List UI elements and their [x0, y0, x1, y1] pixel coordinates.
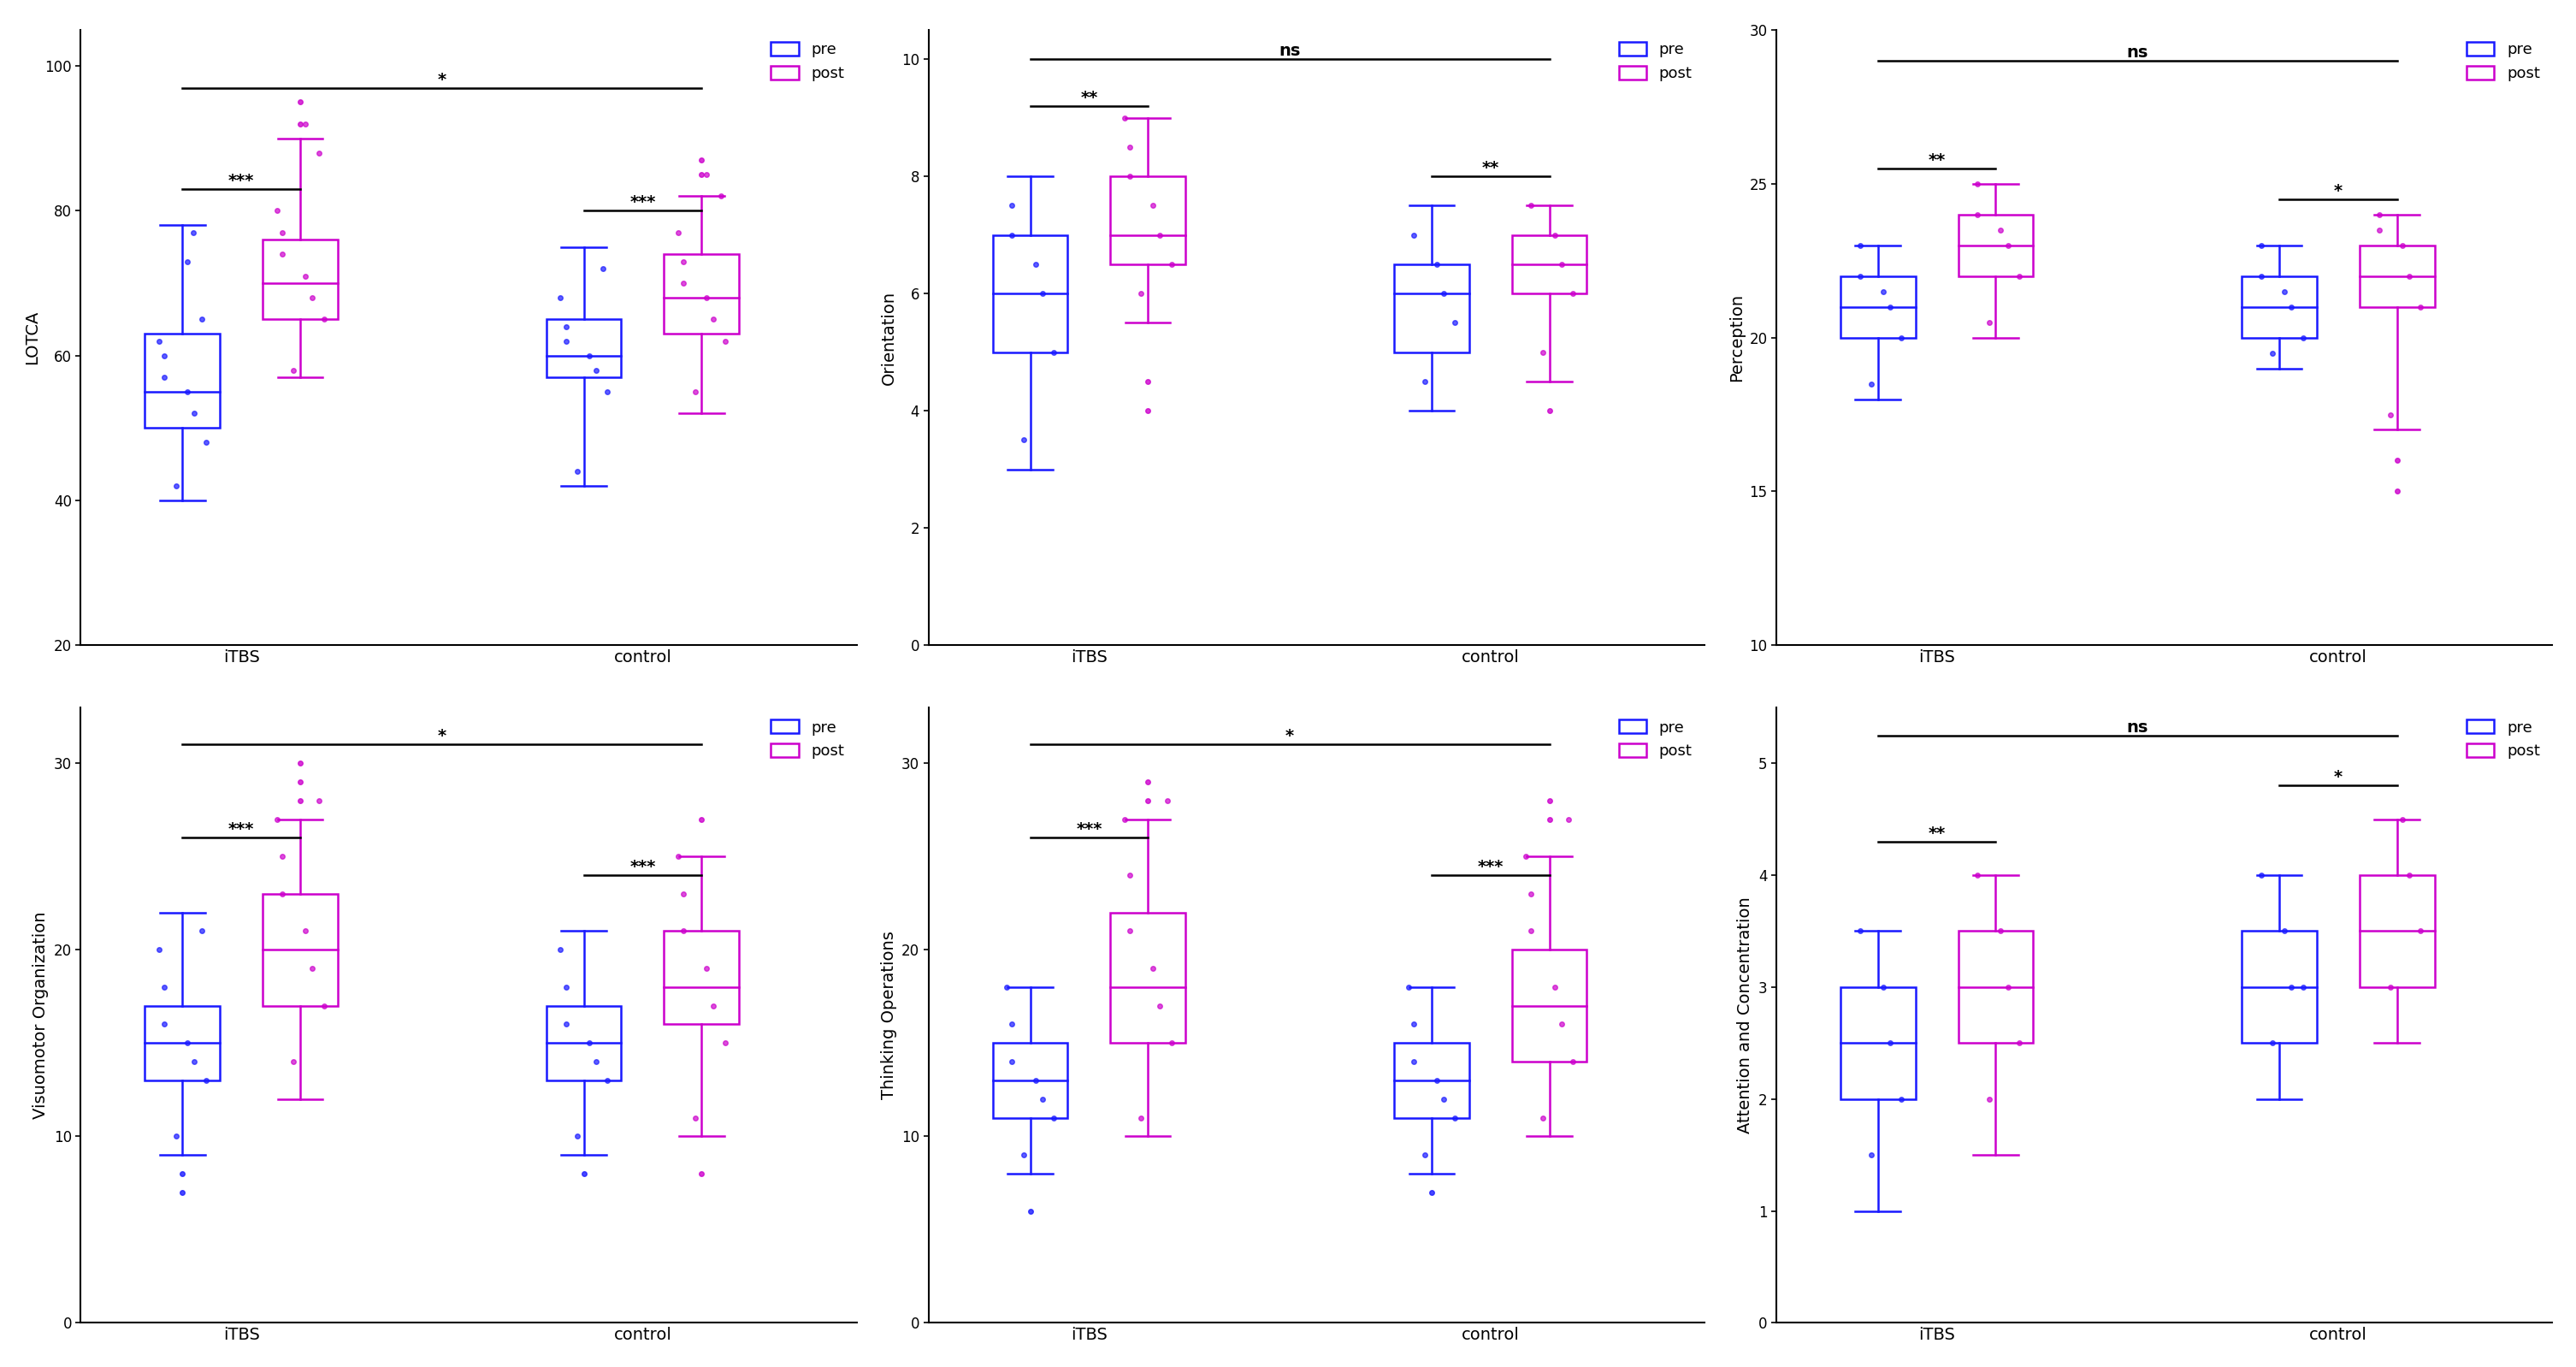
- Y-axis label: Thinking Operations: Thinking Operations: [881, 931, 896, 1099]
- Text: ***: ***: [229, 822, 255, 838]
- Y-axis label: Attention and Concentration: Attention and Concentration: [1736, 897, 1754, 1133]
- Bar: [1839, 276, 1917, 338]
- Text: *: *: [438, 729, 446, 745]
- Legend: pre, post: pre, post: [765, 715, 850, 763]
- Bar: [1110, 912, 1185, 1043]
- Bar: [144, 334, 219, 428]
- Bar: [1512, 950, 1587, 1062]
- Legend: pre, post: pre, post: [765, 37, 850, 86]
- Bar: [1512, 235, 1587, 294]
- Text: *: *: [1285, 729, 1293, 745]
- Text: *: *: [438, 71, 446, 87]
- Bar: [546, 1006, 621, 1080]
- Bar: [144, 1006, 219, 1080]
- Bar: [1110, 176, 1185, 264]
- Text: ***: ***: [629, 194, 657, 211]
- Legend: pre, post: pre, post: [1615, 37, 1698, 86]
- Bar: [2360, 245, 2434, 306]
- Bar: [263, 239, 337, 320]
- Bar: [263, 894, 337, 1006]
- Bar: [665, 931, 739, 1024]
- Text: ns: ns: [2128, 719, 2148, 735]
- Y-axis label: Orientation: Orientation: [881, 290, 896, 384]
- Text: ***: ***: [629, 858, 657, 875]
- Text: **: **: [1079, 90, 1097, 107]
- Y-axis label: Visuomotor Organization: Visuomotor Organization: [33, 912, 49, 1118]
- Text: **: **: [1927, 152, 1945, 168]
- Text: ns: ns: [1278, 42, 1301, 59]
- Text: ns: ns: [2128, 44, 2148, 60]
- Y-axis label: LOTCA: LOTCA: [23, 310, 41, 365]
- Bar: [546, 320, 621, 377]
- Bar: [1958, 931, 2032, 1043]
- Text: **: **: [1481, 160, 1499, 176]
- Bar: [992, 235, 1066, 353]
- Bar: [1394, 264, 1468, 353]
- Bar: [2241, 931, 2316, 1043]
- Text: *: *: [2334, 183, 2342, 200]
- Bar: [665, 254, 739, 334]
- Y-axis label: Perception: Perception: [1728, 294, 1744, 381]
- Text: ***: ***: [1077, 822, 1103, 838]
- Bar: [992, 1043, 1066, 1118]
- Text: ***: ***: [1479, 858, 1504, 875]
- Legend: pre, post: pre, post: [2463, 37, 2545, 86]
- Text: **: **: [1927, 826, 1945, 842]
- Text: *: *: [2334, 770, 2342, 786]
- Legend: pre, post: pre, post: [2463, 715, 2545, 763]
- Bar: [2360, 875, 2434, 987]
- Text: ***: ***: [229, 172, 255, 189]
- Bar: [1839, 987, 1917, 1099]
- Bar: [2241, 276, 2316, 338]
- Legend: pre, post: pre, post: [1615, 715, 1698, 763]
- Bar: [1394, 1043, 1468, 1118]
- Bar: [1958, 215, 2032, 276]
